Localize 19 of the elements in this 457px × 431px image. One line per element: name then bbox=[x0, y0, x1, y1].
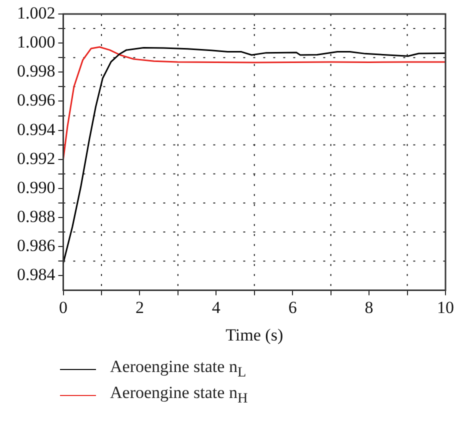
y-tick-label: 0.986 bbox=[17, 236, 56, 256]
x-tick-label: 4 bbox=[212, 298, 221, 317]
y-tick-label: 0.990 bbox=[17, 178, 56, 197]
y-tick-label: 0.998 bbox=[17, 62, 56, 81]
legend-label: Aeroengine state n$_{L}$ bbox=[110, 356, 246, 382]
y-tick-label: 0.984 bbox=[17, 265, 56, 284]
x-tick-label: 0 bbox=[59, 298, 68, 317]
y-tick-label: 0.988 bbox=[17, 206, 56, 226]
legend-label: Aeroengine state n$_{H}$ bbox=[110, 382, 248, 408]
x-tick-label: 8 bbox=[364, 298, 374, 317]
y-tick-label: 1.000 bbox=[17, 32, 56, 52]
y-tick-label: 0.992 bbox=[17, 148, 56, 168]
y-tick-label: 0.994 bbox=[17, 120, 56, 139]
x-tick-label: 10 bbox=[437, 298, 454, 317]
x-tick-label: 6 bbox=[288, 298, 297, 317]
y-tick-label: 1.002 bbox=[17, 3, 56, 22]
x-axis-title: Time (s) bbox=[226, 325, 284, 344]
y-tick-label: 0.996 bbox=[17, 90, 56, 110]
x-tick-label: 2 bbox=[135, 298, 144, 317]
